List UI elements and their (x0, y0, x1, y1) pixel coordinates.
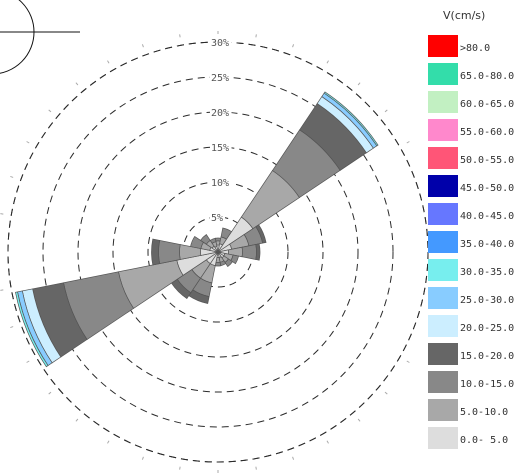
speed-legend: V(cm/s) >80.0 65.0-80.0 60.0-65.0 55.0-60.0… (428, 9, 514, 449)
outer-tick (406, 141, 410, 144)
outer-tick (26, 141, 30, 144)
legend-label: 45.0-50.0 (460, 183, 514, 194)
legend-label: 25.0-30.0 (460, 295, 514, 306)
outer-tick (255, 34, 257, 38)
outer-tick (255, 466, 257, 470)
ring-label: 25% (211, 73, 229, 84)
outer-tick (10, 175, 14, 178)
outer-tick (26, 360, 30, 363)
legend-swatch (428, 91, 458, 113)
legend-label: 5.0-10.0 (460, 407, 508, 418)
legend-swatch (428, 343, 458, 365)
outer-tick (357, 82, 361, 86)
legend-swatch (428, 119, 458, 141)
sector-band (158, 239, 181, 265)
legend-title: V(cm/s) (443, 9, 485, 22)
outer-tick (179, 34, 181, 38)
outer-tick (0, 213, 4, 215)
legend-swatch (428, 315, 458, 337)
direction-sectors (15, 91, 379, 368)
legend-label: 40.0-45.0 (460, 211, 514, 222)
legend-label: 0.0- 5.0 (460, 435, 508, 446)
legend-swatch (428, 427, 458, 449)
outer-tick (48, 109, 52, 113)
ring-label-bg (210, 212, 225, 223)
legend-swatch (428, 147, 458, 169)
compass-circle (0, 0, 35, 74)
legend-label: 50.0-55.0 (460, 155, 514, 166)
legend-label: 55.0-60.0 (460, 127, 514, 138)
outer-tick (292, 456, 295, 460)
outer-tick (357, 418, 361, 422)
sector-band (241, 244, 257, 260)
ring-label: 10% (211, 178, 229, 189)
ring-labels: 5% 10% 15% 20% 25% 30% (210, 37, 232, 224)
outer-tick (141, 456, 144, 460)
sector-band (255, 224, 267, 244)
sector-band (255, 243, 261, 261)
ring-label: 20% (211, 108, 229, 119)
legend-label: 15.0-20.0 (460, 351, 514, 362)
outer-tick (107, 440, 110, 444)
outer-tick (179, 466, 181, 470)
sector-band (224, 258, 234, 268)
outer-tick (10, 326, 14, 329)
legend-label: 35.0-40.0 (460, 239, 514, 250)
outer-ticks (0, 31, 410, 473)
outer-tick (384, 109, 388, 113)
compass-marker (0, 0, 80, 74)
sector-band (323, 91, 379, 147)
legend-swatch (428, 203, 458, 225)
ring-label: 30% (211, 38, 229, 49)
outer-tick (107, 60, 110, 64)
outer-tick (75, 418, 79, 422)
ring-5 (42, 76, 394, 428)
ring-4 (77, 111, 359, 393)
legend-label: >80.0 (460, 43, 490, 54)
legend-swatch (428, 35, 458, 57)
legend-swatch (428, 231, 458, 253)
outer-tick (326, 60, 329, 64)
sector-band (209, 237, 217, 244)
outer-tick (292, 44, 295, 48)
outer-tick (0, 289, 4, 291)
legend-label: 20.0-25.0 (460, 323, 514, 334)
legend-label: 65.0-80.0 (460, 71, 514, 82)
legend-swatch (428, 287, 458, 309)
sector-band (214, 237, 222, 242)
ring-label-bg (210, 107, 232, 118)
sector-band (151, 238, 161, 266)
outer-tick (48, 391, 52, 395)
sector-band (190, 235, 204, 249)
ring-label-bg (210, 72, 232, 83)
legend-swatch (428, 175, 458, 197)
outer-tick (406, 360, 410, 363)
legend-label: 60.0-65.0 (460, 99, 514, 110)
legend-swatch (428, 371, 458, 393)
legend-swatch (428, 63, 458, 85)
outer-tick (384, 391, 388, 395)
legend-label: 30.0-35.0 (460, 267, 514, 278)
ring-label: 5% (211, 213, 223, 224)
ring-label: 15% (211, 143, 229, 154)
outer-tick (141, 44, 144, 48)
legend-swatch (428, 259, 458, 281)
ring-label-bg (210, 37, 232, 48)
ring-label-bg (210, 142, 232, 153)
ring-label-bg (210, 177, 232, 188)
outer-tick (75, 82, 79, 86)
legend-swatch (428, 399, 458, 421)
sector-band (200, 234, 211, 245)
sector-band (15, 291, 49, 368)
legend-label: 10.0-15.0 (460, 379, 514, 390)
outer-tick (326, 440, 329, 444)
